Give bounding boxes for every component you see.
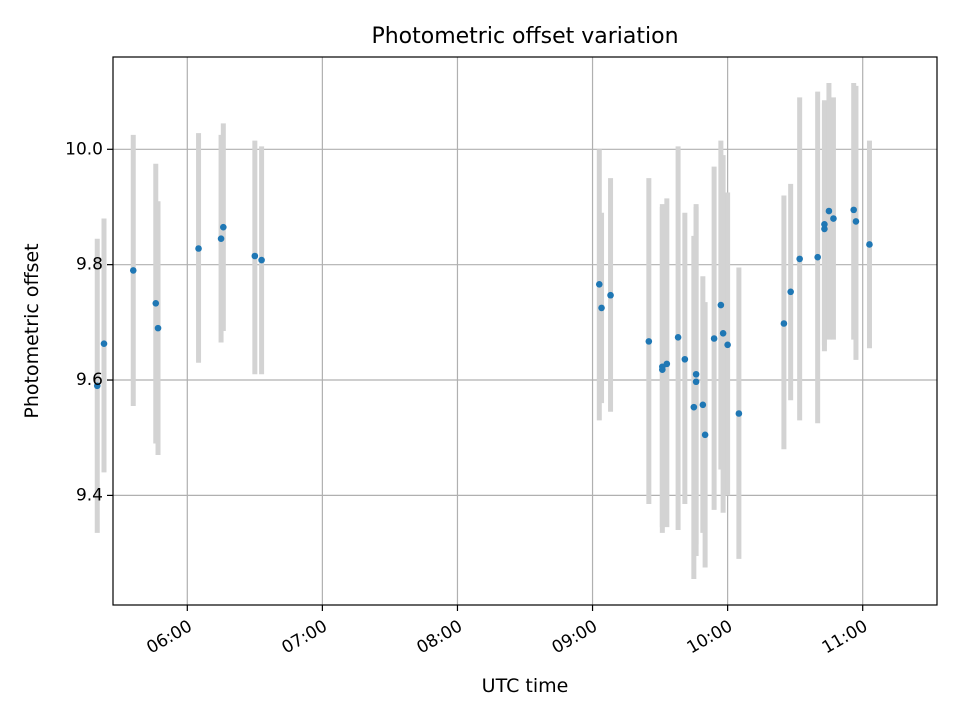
y-tick-label: 9.8 <box>76 255 103 275</box>
plot-frame <box>112 56 938 606</box>
data-point <box>217 235 225 243</box>
data-point <box>735 410 743 417</box>
data-point <box>195 245 202 252</box>
data-point <box>724 341 731 349</box>
data-point <box>796 255 803 263</box>
data-point <box>100 340 108 347</box>
y-tick-label: 9.4 <box>76 485 103 505</box>
data-point <box>866 241 873 248</box>
data-point <box>814 253 821 261</box>
y-tick-label: 9.6 <box>76 370 103 390</box>
data-point <box>154 324 162 332</box>
y-tick-label: 10.0 <box>65 139 103 159</box>
data-point <box>780 320 788 327</box>
data-point <box>692 378 700 386</box>
data-point <box>699 401 707 409</box>
data-point <box>663 360 671 368</box>
data-point <box>93 382 101 390</box>
data-point <box>821 225 828 233</box>
data-point <box>825 207 833 215</box>
data-point <box>674 334 682 341</box>
data-point <box>129 267 137 274</box>
data-point <box>595 280 603 288</box>
data-point <box>850 206 857 214</box>
data-point <box>681 355 689 363</box>
chart-title: Photometric offset variation <box>371 24 678 49</box>
data-point <box>787 288 794 296</box>
data-point <box>152 300 160 307</box>
data-point <box>607 291 614 299</box>
x-axis-label: UTC time <box>482 675 569 697</box>
y-axis-ticks: 9.4 9.6 9.8 10.0 <box>65 139 113 505</box>
data-point <box>251 252 259 260</box>
data-point <box>258 256 265 264</box>
data-point <box>220 223 227 231</box>
data-point <box>830 215 837 222</box>
data-point <box>690 403 698 411</box>
data-point <box>852 218 860 225</box>
data-point <box>821 220 828 228</box>
data-point <box>598 304 605 312</box>
data-point <box>717 301 725 309</box>
data-point <box>701 431 709 439</box>
data-point <box>710 335 718 342</box>
data-points <box>93 206 873 439</box>
data-point <box>719 330 727 337</box>
y-axis-label: Photometric offset <box>21 243 43 418</box>
data-point <box>692 370 700 378</box>
data-point <box>645 338 653 345</box>
